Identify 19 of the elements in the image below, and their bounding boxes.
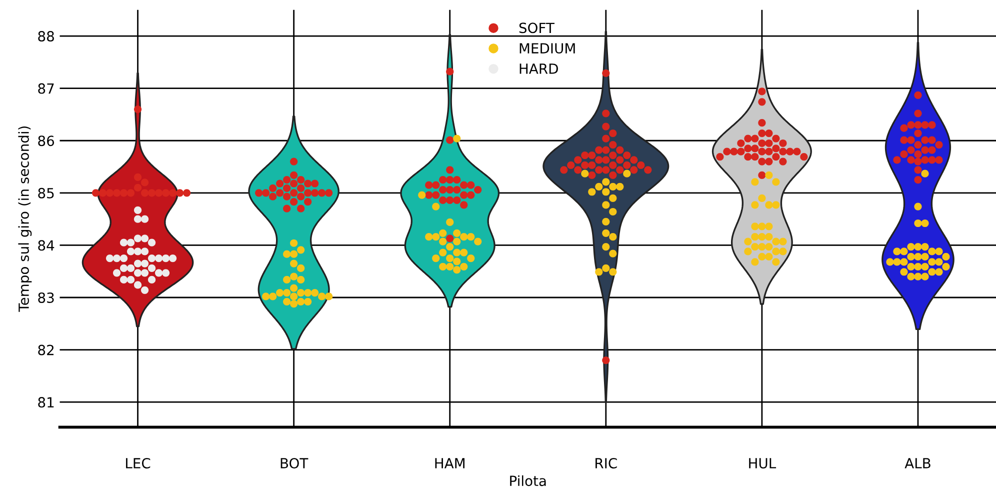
y-tick-label: 87 <box>38 83 54 94</box>
y-tick-label: 82 <box>38 344 54 356</box>
y-tick-label: 83 <box>38 292 54 303</box>
x-axis-title: Pilota <box>510 475 546 486</box>
y-tick-label: 85 <box>38 188 54 198</box>
x-tick-label: RIC <box>596 458 617 468</box>
legend-label: MEDIUM <box>520 43 575 54</box>
x-tick-label: LEC <box>126 458 150 468</box>
y-tick-label: 84 <box>38 240 54 251</box>
x-tick-label: BOT <box>280 458 308 468</box>
x-tick-label: HUL <box>749 458 776 468</box>
legend-label: HARD <box>520 64 558 74</box>
y-tick-label: 86 <box>38 136 54 146</box>
y-tick-label: 88 <box>38 31 54 42</box>
x-tick-label: ALB <box>904 458 930 468</box>
y-tick-label: 81 <box>38 397 54 408</box>
legend-label: SOFT <box>519 22 554 34</box>
x-tick-label: HAM <box>435 458 464 468</box>
y-axis-title: Tempo sul giro (in secondi) <box>18 126 32 312</box>
